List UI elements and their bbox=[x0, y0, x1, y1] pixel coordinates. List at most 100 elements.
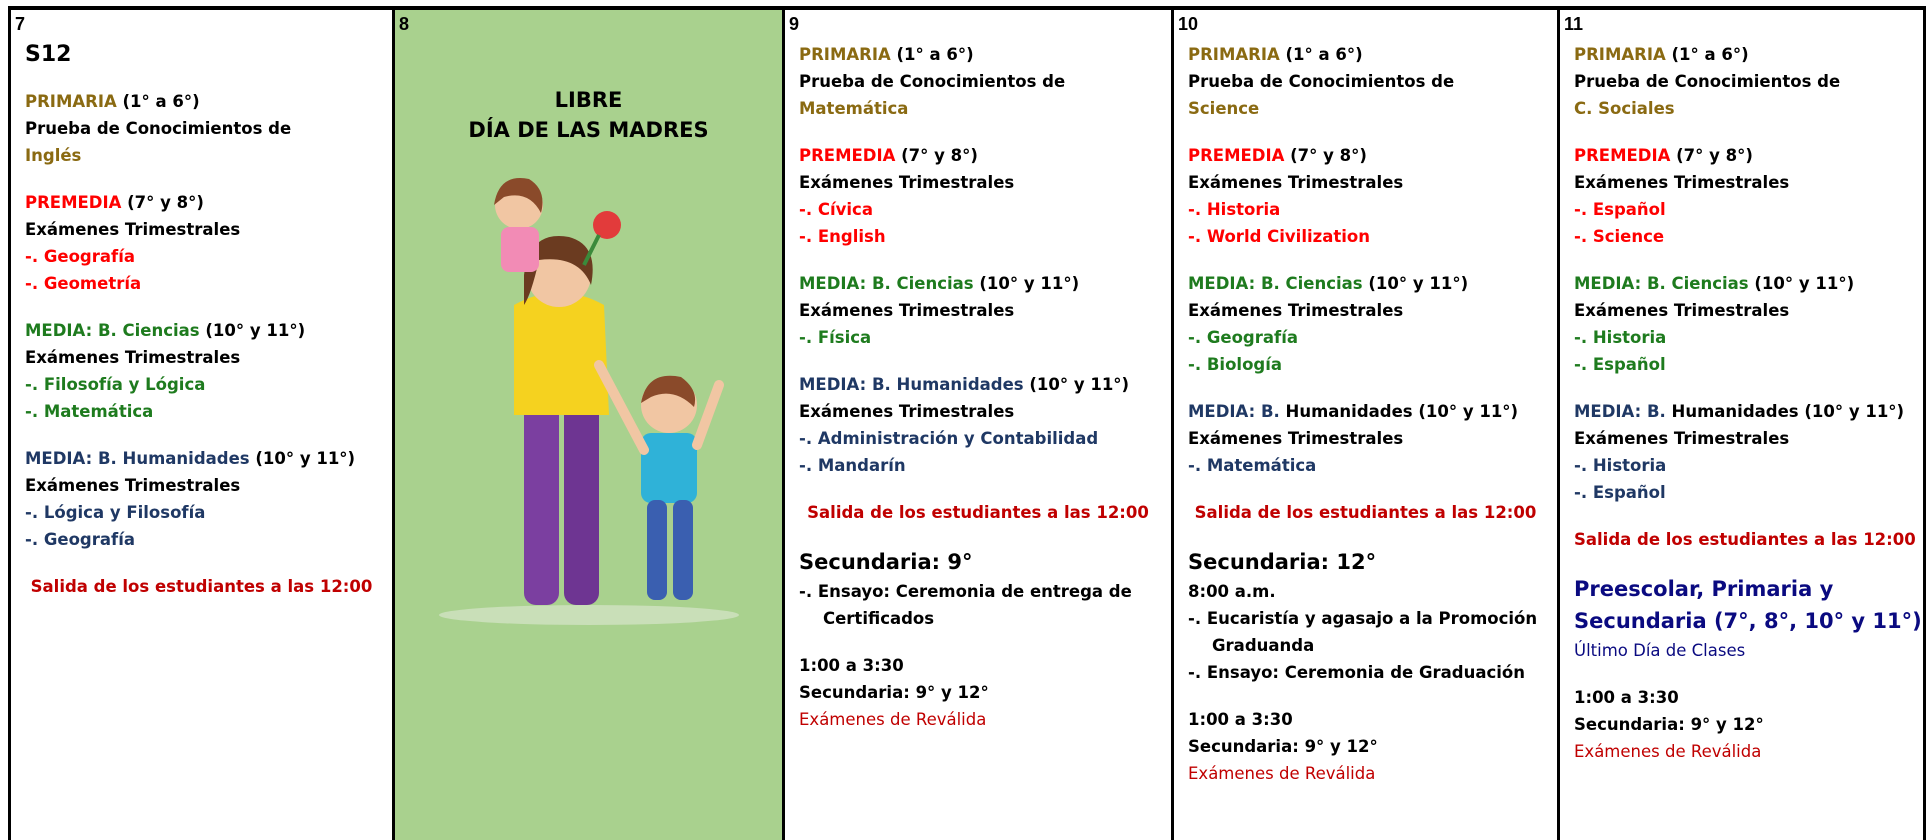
schedule-line: -. Lógica y Filosofía bbox=[25, 499, 378, 526]
schedule-line: Exámenes de Reválida bbox=[1574, 738, 1909, 765]
text-segment: Exámenes Trimestrales bbox=[25, 476, 241, 495]
schedule-line: -. Biología bbox=[1188, 351, 1543, 378]
text-segment: Preescolar, Primaria y bbox=[1574, 577, 1834, 601]
text-segment: Secundaria: 12° bbox=[1188, 550, 1377, 574]
text-segment: Prueba de Conocimientos de bbox=[799, 72, 1066, 91]
schedule-line: Exámenes Trimestrales bbox=[1574, 297, 1909, 324]
schedule-line: Secundaria (7°, 8°, 10° y 11°) bbox=[1574, 605, 1922, 637]
text-segment: (7° y 8°) bbox=[895, 146, 978, 165]
schedule-line: -. Historia bbox=[1574, 452, 1909, 479]
schedule-block: MEDIA: B. Humanidades (10° y 11°) Exámene… bbox=[1188, 398, 1543, 479]
schedule-line: -. Ensayo: Ceremonia de Graduación bbox=[1188, 659, 1543, 686]
text-segment: (10° y 11°) bbox=[199, 321, 306, 340]
schedule-block: PREMEDIA (7° y 8°) Exámenes Trimestrales -… bbox=[1574, 142, 1909, 250]
schedule-line: PRIMARIA (1° a 6°) bbox=[799, 41, 1157, 68]
schedule-line: Exámenes de Reválida bbox=[1188, 760, 1543, 787]
text-segment: MEDIA: B. Ciencias bbox=[799, 274, 974, 293]
text-segment: Exámenes Trimestrales bbox=[25, 348, 241, 367]
text-segment: MEDIA: B. Ciencias bbox=[25, 321, 200, 340]
schedule-block: PRIMARIA (1° a 6°) Prueba de Conocimiento… bbox=[1574, 41, 1909, 122]
text-segment: PREMEDIA bbox=[799, 146, 896, 165]
text-segment: Inglés bbox=[25, 146, 82, 165]
text-segment: MEDIA: B. bbox=[1188, 402, 1280, 421]
text-segment: Secundaria (7°, 8°, 10° y 11°) bbox=[1574, 609, 1922, 633]
schedule-line: Prueba de Conocimientos de bbox=[799, 68, 1157, 95]
schedule-line: Exámenes Trimestrales bbox=[799, 398, 1157, 425]
schedule-line: Exámenes Trimestrales bbox=[1574, 425, 1909, 452]
text-segment: MEDIA: B. Humanidades bbox=[25, 449, 250, 468]
schedule-line: -. Mandarín bbox=[799, 452, 1157, 479]
text-segment: Secundaria: 9° y 12° bbox=[1188, 737, 1378, 756]
text-segment: (10° y 11°) bbox=[249, 449, 356, 468]
schedule-line: Salida de los estudiantes a las 12:00 bbox=[25, 573, 378, 600]
text-segment: -. Lógica y Filosofía bbox=[25, 503, 206, 522]
text-segment: (10° y 11°) bbox=[1748, 274, 1855, 293]
text-segment: -. Historia bbox=[1574, 328, 1667, 347]
text-segment: Último Día de Clases bbox=[1574, 641, 1746, 660]
schedule-block: Salida de los estudiantes a las 12:00 bbox=[1574, 526, 1916, 553]
schedule-line: MEDIA: B. Ciencias (10° y 11°) bbox=[25, 317, 378, 344]
schedule-line: MEDIA: B. Ciencias (10° y 11°) bbox=[1188, 270, 1543, 297]
text-segment: PREMEDIA bbox=[1188, 146, 1285, 165]
schedule-line: Exámenes Trimestrales bbox=[25, 344, 378, 371]
day-column: 10 PRIMARIA (1° a 6°) Prueba de Conocimien… bbox=[1174, 10, 1560, 840]
schedule-block: Salida de los estudiantes a las 12:00 bbox=[1188, 499, 1543, 526]
schedule-line: Último Día de Clases bbox=[1574, 637, 1909, 664]
schedule-block: 1:00 a 3:30 Secundaria: 9° y 12° Exámenes … bbox=[1188, 706, 1543, 787]
schedule-line: Salida de los estudiantes a las 12:00 bbox=[1574, 526, 1916, 553]
title-line: LIBRE bbox=[554, 88, 623, 112]
schedule-line: 8:00 a.m. bbox=[1188, 578, 1543, 605]
text-segment: Secundaria: 9° bbox=[799, 550, 973, 574]
text-segment: 1:00 a 3:30 bbox=[799, 656, 904, 675]
text-segment: -. Biología bbox=[1188, 355, 1283, 374]
schedule-line: MEDIA: B. Humanidades (10° y 11°) bbox=[1574, 398, 1909, 425]
schedule-block: MEDIA: B. Ciencias (10° y 11°) Exámenes T… bbox=[1574, 270, 1909, 378]
schedule-line: -. Física bbox=[799, 324, 1157, 351]
day-column: 7 S12 PRIMARIA (1° a 6°) Prueba de Conocimi… bbox=[11, 10, 395, 840]
day-column: 11 PRIMARIA (1° a 6°) Prueba de Conocimien… bbox=[1560, 10, 1926, 840]
schedule-line: PREMEDIA (7° y 8°) bbox=[1574, 142, 1909, 169]
text-segment: (1° a 6°) bbox=[1665, 45, 1749, 64]
schedule-line: -. Cívica bbox=[799, 196, 1157, 223]
schedule-line: -. English bbox=[799, 223, 1157, 250]
schedule-line: -. Science bbox=[1574, 223, 1909, 250]
text-segment: (7° y 8°) bbox=[121, 193, 204, 212]
schedule-line: Preescolar, Primaria y bbox=[1574, 573, 1909, 605]
schedule-line: 1:00 a 3:30 bbox=[799, 652, 1157, 679]
schedule-line: -. Matemática bbox=[1188, 452, 1543, 479]
schedule-line: -. Geografía bbox=[25, 526, 378, 553]
text-segment: (10° y 11°) bbox=[1362, 274, 1469, 293]
schedule-line: -. Español bbox=[1574, 479, 1909, 506]
text-segment: 1:00 a 3:30 bbox=[1188, 710, 1293, 729]
day-title: LIBRE DÍA DE LAS MADRES bbox=[409, 85, 768, 145]
text-segment: (1° a 6°) bbox=[116, 92, 200, 111]
text-segment: Salida de los estudiantes a las 12:00 bbox=[1194, 503, 1537, 522]
schedule-block: Salida de los estudiantes a las 12:00 bbox=[25, 573, 378, 600]
schedule-block: PRIMARIA (1° a 6°) Prueba de Conocimiento… bbox=[25, 88, 378, 169]
text-segment: Exámenes Trimestrales bbox=[799, 301, 1015, 320]
schedule-line: PREMEDIA (7° y 8°) bbox=[1188, 142, 1543, 169]
title-line: DÍA DE LAS MADRES bbox=[468, 118, 709, 142]
text-segment: -. Ensayo: Ceremonia de Graduación bbox=[1188, 663, 1525, 682]
text-segment: Exámenes Trimestrales bbox=[1574, 429, 1790, 448]
text-segment: (7° y 8°) bbox=[1284, 146, 1367, 165]
text-segment: -. Science bbox=[1574, 227, 1665, 246]
text-segment: -. Matemática bbox=[1188, 456, 1317, 475]
schedule-block: PRIMARIA (1° a 6°) Prueba de Conocimiento… bbox=[1188, 41, 1543, 122]
schedule-line: Science bbox=[1188, 95, 1543, 122]
schedule-line: -. Eucaristía y agasajo a la Promoción bbox=[1188, 605, 1543, 632]
schedule-line: 1:00 a 3:30 bbox=[1188, 706, 1543, 733]
text-segment: -. Geografía bbox=[25, 530, 135, 549]
schedule-line: PREMEDIA (7° y 8°) bbox=[799, 142, 1157, 169]
schedule-line: PRIMARIA (1° a 6°) bbox=[25, 88, 378, 115]
text-segment: Humanidades (10° y 11°) bbox=[1665, 402, 1905, 421]
schedule-line: Salida de los estudiantes a las 12:00 bbox=[1188, 499, 1543, 526]
schedule-line: 1:00 a 3:30 bbox=[1574, 684, 1909, 711]
text-segment: PREMEDIA bbox=[1574, 146, 1671, 165]
schedule-line: PRIMARIA (1° a 6°) bbox=[1188, 41, 1543, 68]
schedule-line: -. Historia bbox=[1188, 196, 1543, 223]
schedule-line: Secundaria: 9° y 12° bbox=[1574, 711, 1909, 738]
schedule-block: Secundaria: 12° 8:00 a.m. -. Eucaristía y … bbox=[1188, 546, 1543, 686]
text-segment: -. World Civilization bbox=[1188, 227, 1371, 246]
schedule-block: PREMEDIA (7° y 8°) Exámenes Trimestrales -… bbox=[1188, 142, 1543, 250]
